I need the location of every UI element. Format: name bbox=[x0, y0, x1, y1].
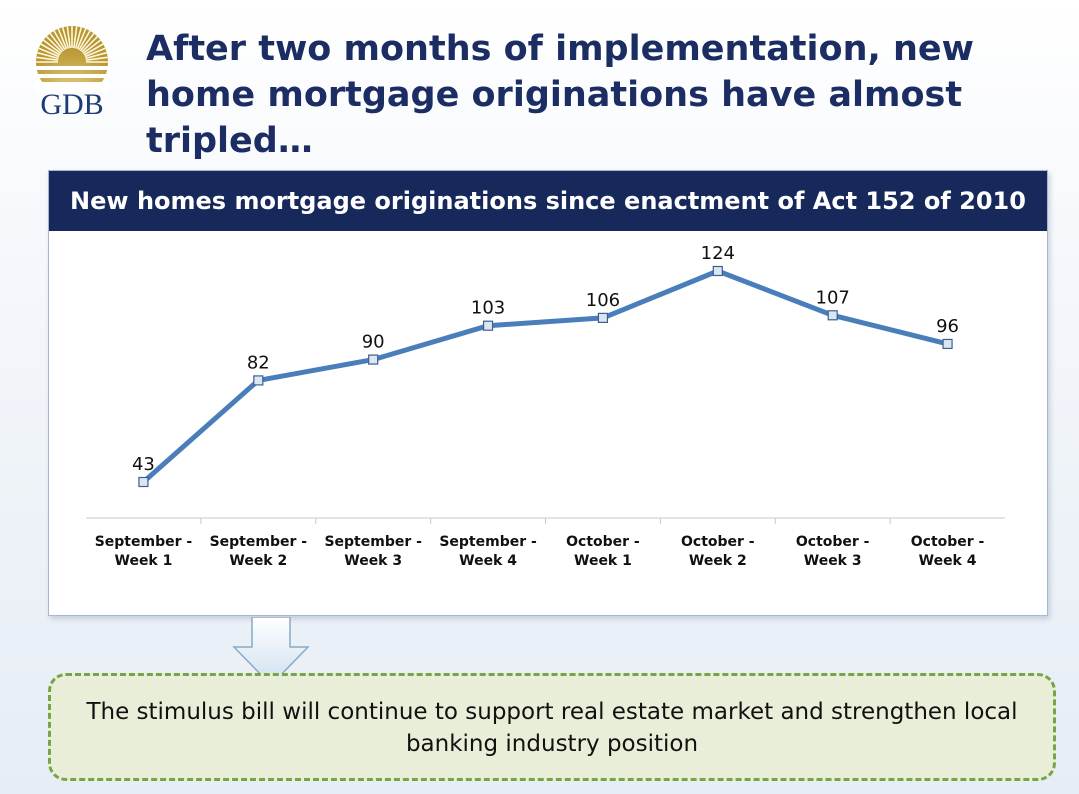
logo-text: GDB bbox=[40, 88, 104, 121]
data-point bbox=[482, 320, 494, 331]
series-line bbox=[140, 268, 951, 485]
x-tick-label: October -Week 2 bbox=[681, 534, 755, 569]
data-label: 103 bbox=[471, 298, 505, 319]
x-tick-label: September -Week 1 bbox=[95, 534, 193, 569]
page-title: After two months of implementation, new … bbox=[146, 29, 974, 161]
chart-title: New homes mortgage originations since en… bbox=[49, 171, 1047, 231]
data-point bbox=[368, 354, 379, 365]
data-point bbox=[138, 476, 149, 488]
data-label: 106 bbox=[586, 290, 620, 311]
data-point bbox=[597, 312, 609, 323]
sun-emblem-icon bbox=[34, 26, 110, 98]
data-point bbox=[253, 375, 264, 386]
data-point bbox=[712, 265, 723, 277]
data-point bbox=[942, 338, 953, 350]
data-label: 96 bbox=[936, 316, 959, 337]
chart-panel: New homes mortgage originations since en… bbox=[48, 170, 1048, 616]
data-label: 82 bbox=[247, 352, 270, 373]
x-tick-label: October -Week 4 bbox=[911, 534, 985, 569]
data-label: 43 bbox=[132, 454, 155, 475]
x-tick-label: October -Week 3 bbox=[796, 534, 870, 569]
data-point bbox=[827, 310, 838, 321]
down-arrow-icon bbox=[232, 617, 310, 687]
data-label: 90 bbox=[362, 332, 385, 353]
conclusion-callout: The stimulus bill will continue to suppo… bbox=[48, 673, 1056, 781]
data-label: 124 bbox=[701, 243, 735, 264]
data-label: 107 bbox=[816, 287, 850, 308]
gdb-logo: GDB bbox=[26, 22, 118, 121]
x-tick-label: October -Week 1 bbox=[566, 534, 640, 569]
x-tick-label: September -Week 3 bbox=[324, 534, 422, 569]
line-chart: 43 82 90 103 106 124 107 96 September -Week 1 Sep… bbox=[86, 243, 1005, 569]
x-tick-label: September -Week 2 bbox=[210, 534, 308, 569]
x-tick-label: September -Week 4 bbox=[439, 534, 537, 569]
